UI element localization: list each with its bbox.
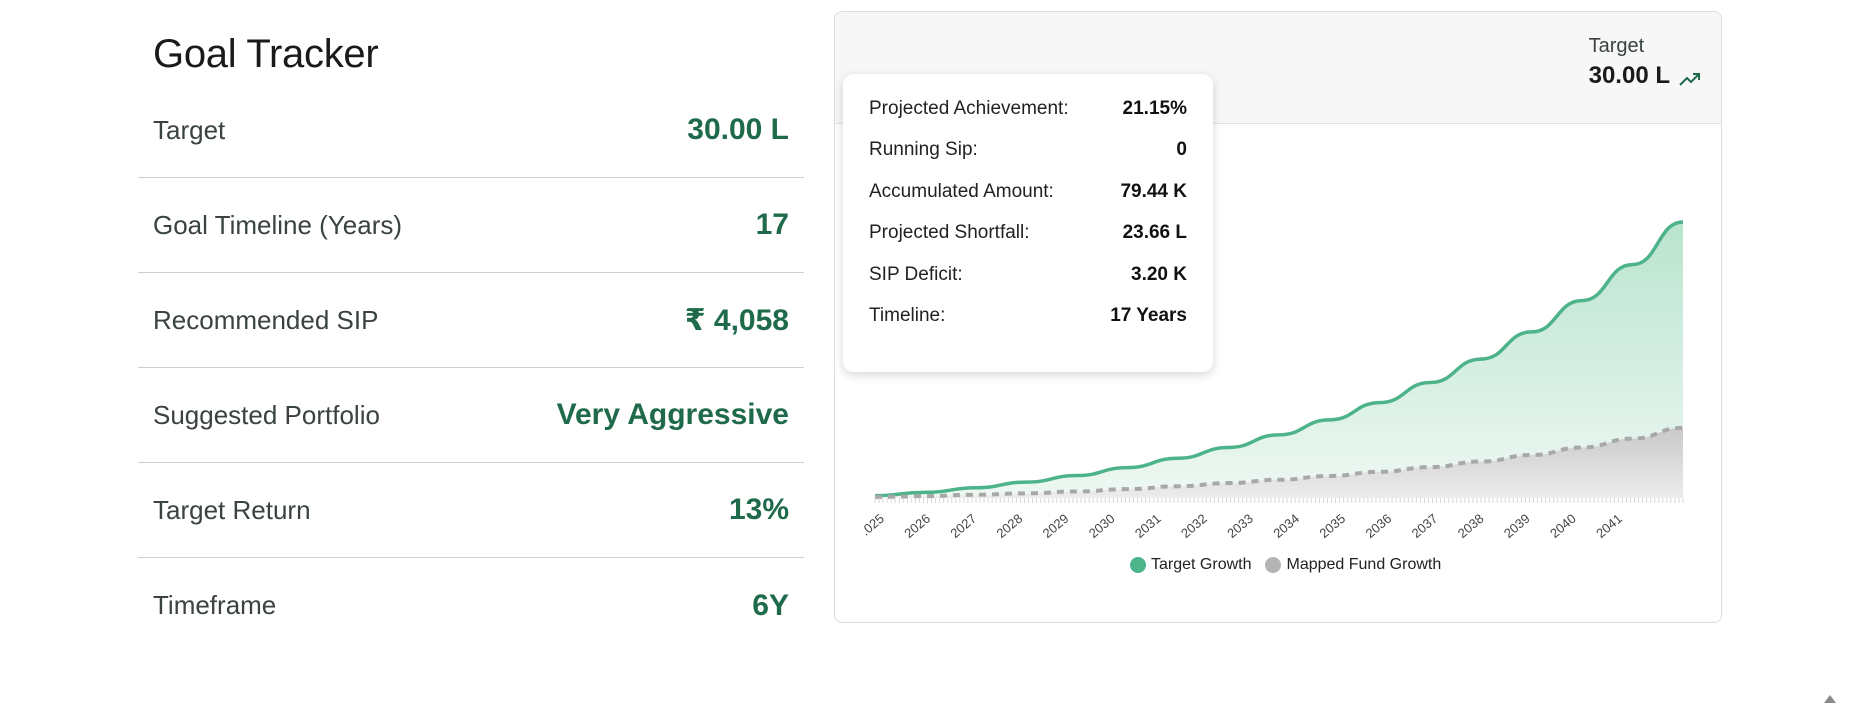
metric-label: Target Return (153, 494, 311, 525)
target-summary: Target 30.00 L (1589, 35, 1701, 90)
tooltip-row: SIP Deficit: 3.20 K (869, 254, 1187, 296)
tooltip-label: Timeline: (869, 305, 946, 327)
metric-label: Recommended SIP (153, 304, 379, 335)
metric-label: Target (153, 114, 226, 145)
metric-value: 13% (728, 493, 789, 526)
legend-item-target-growth[interactable]: Target Growth (1130, 556, 1251, 574)
legend-label: Mapped Fund Growth (1286, 556, 1442, 573)
tooltip-value: 17 Years (1110, 305, 1187, 327)
x-tick-label: 2034 (1270, 511, 1302, 541)
legend-item-mapped-fund-growth[interactable]: Mapped Fund Growth (1265, 556, 1441, 574)
target-value-row: 30.00 L (1589, 62, 1701, 90)
x-tick-label: 2026 (901, 511, 933, 541)
chart-tooltip: Projected Achievement: 21.15% Running Si… (843, 74, 1213, 372)
tooltip-value: 21.15% (1122, 97, 1187, 119)
target-value: 30.00 L (1588, 62, 1670, 89)
tooltip-row: Projected Achievement: 21.15% (869, 88, 1187, 130)
x-tick-label: 2033 (1224, 511, 1256, 541)
x-tick-label: 2029 (1040, 511, 1072, 541)
tooltip-row: Accumulated Amount: 79.44 K (869, 171, 1187, 213)
trending-up-icon (1679, 73, 1700, 86)
x-tick-label: 2041 (1593, 511, 1625, 541)
legend-swatch-icon (1265, 557, 1282, 573)
target-label: Target (1588, 35, 1645, 57)
x-tick-label: .025 (858, 511, 887, 539)
x-tick-label: 2027 (947, 511, 979, 541)
metric-label: Goal Timeline (Years) (153, 209, 403, 240)
metric-row-goal-timeline: Goal Timeline (Years) 17 (138, 178, 804, 273)
metric-label: Suggested Portfolio (153, 399, 380, 430)
x-tick-label: 2038 (1455, 511, 1487, 541)
tooltip-label: SIP Deficit: (869, 263, 963, 285)
series-line-target-growth (874, 220, 1684, 498)
tooltip-value: 79.44 K (1120, 180, 1187, 202)
metric-row-recommended-sip: Recommended SIP ₹ 4,058 (138, 273, 804, 368)
metric-row-target: Target 30.00 L (138, 85, 804, 178)
metric-label: Timeframe (153, 590, 277, 620)
metric-row-suggested-portfolio: Suggested Portfolio Very Aggressive (138, 368, 804, 463)
page-title: Goal Tracker (153, 32, 379, 76)
tooltip-row: Running Sip: 0 (869, 130, 1187, 172)
series-line-mapped-fund-growth (874, 425, 1684, 500)
chart-legend: Target Growth Mapped Fund Growth (1130, 556, 1455, 574)
scroll-up-arrow-icon[interactable] (1824, 695, 1836, 703)
metric-row-target-return: Target Return 13% (138, 463, 804, 558)
x-tick-label: 2036 (1363, 511, 1395, 541)
tooltip-row: Projected Shortfall: 23.66 L (869, 213, 1187, 255)
tooltip-value: 0 (1176, 139, 1187, 161)
tooltip-value: 3.20 K (1131, 263, 1187, 285)
legend-label: Target Growth (1151, 556, 1252, 573)
x-tick-label: 2031 (1132, 511, 1164, 541)
metric-value: 17 (755, 208, 789, 241)
x-tick-label: 2035 (1316, 511, 1348, 541)
x-tick-label: 2030 (1086, 511, 1118, 541)
metric-row-timeframe: Timeframe 6Y (138, 558, 804, 653)
area-fill-target-growth (875, 222, 1683, 498)
metric-value: Very Aggressive (556, 398, 789, 431)
x-tick-label: 2037 (1409, 511, 1441, 541)
tooltip-label: Accumulated Amount: (869, 180, 1054, 202)
x-tick-label: 2040 (1547, 511, 1579, 541)
legend-swatch-icon (1130, 557, 1146, 573)
x-tick-label: 2028 (994, 511, 1026, 541)
growth-chart[interactable]: .025 2026 2027 2028 2029 2030 2031 2032 2033 2034… (835, 12, 1722, 623)
metric-value: ₹ 4,058 (684, 303, 789, 337)
metric-value: 30.00 L (687, 113, 789, 146)
x-tick-label: 2039 (1501, 511, 1533, 541)
tooltip-value: 23.66 L (1122, 222, 1187, 244)
tooltip-label: Projected Shortfall: (869, 222, 1030, 244)
x-tick-label: 2032 (1178, 511, 1210, 541)
tooltip-label: Running Sip: (869, 139, 978, 161)
area-fill-mapped-fund-growth (875, 427, 1683, 498)
metric-value: 6Y (752, 588, 789, 622)
tooltip-row: Timeline: 17 Years (869, 296, 1187, 338)
tooltip-label: Projected Achievement: (869, 97, 1069, 119)
goal-tracker-panel: Goal Tracker Target 30.00 L Goal Timelin… (138, 28, 804, 653)
